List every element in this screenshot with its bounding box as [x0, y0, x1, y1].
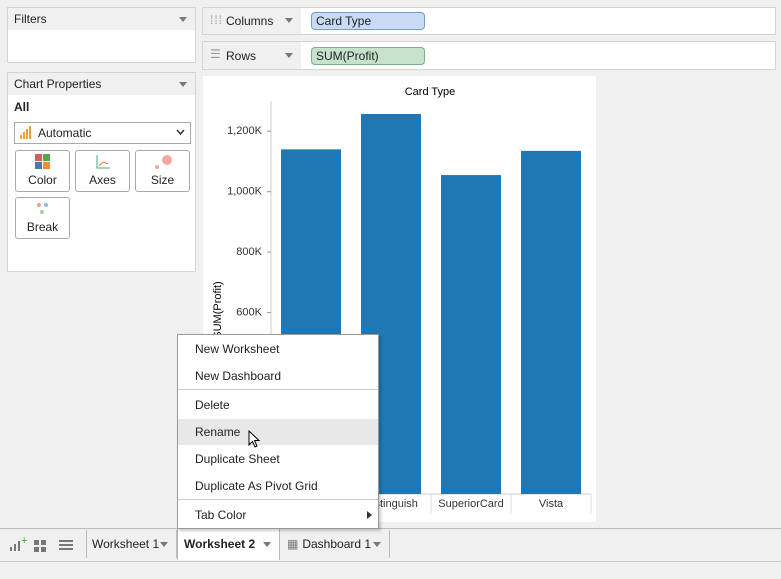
button-label: Axes	[89, 173, 116, 187]
chart-title: Card Type	[405, 86, 456, 98]
menu-separator	[178, 389, 378, 390]
bar	[441, 175, 501, 495]
button-label: Break	[26, 220, 59, 234]
shelf-header: ⁞⁞⁞ Columns	[203, 8, 301, 34]
shelf-header: ☰ Rows	[203, 42, 301, 69]
chart-properties-panel: Chart Properties All Automatic Color Axe…	[7, 72, 196, 272]
svg-text:+: +	[21, 537, 27, 547]
chevron	[176, 129, 185, 136]
columns-shelf: ⁞⁞⁞ Columns Card Type	[202, 7, 776, 35]
tab-label: Worksheet 2	[184, 537, 256, 551]
axes-button[interactable]: Axes	[75, 150, 130, 192]
tab[interactable]: Worksheet 1	[86, 530, 177, 558]
y-axis-label: SUM(Profit)	[212, 281, 224, 338]
mark-type-dropdown[interactable]: Automatic	[14, 122, 191, 144]
menu-item[interactable]: Duplicate Sheet	[195, 452, 280, 466]
y-tick-label: 600K	[236, 307, 262, 319]
y-tick-label: 800K	[236, 246, 262, 258]
x-tick-label: Vista	[539, 498, 564, 510]
scope: All	[14, 100, 30, 114]
tab-bar: +	[0, 528, 781, 561]
shelf-label: Rows	[226, 49, 257, 63]
menu-item[interactable]: Tab Color	[195, 508, 247, 522]
button-label: Color	[28, 173, 57, 187]
break-button[interactable]: Break	[15, 197, 70, 239]
mark-type: Automatic	[38, 126, 92, 140]
filters-title[interactable]: Filters	[8, 8, 195, 30]
filters-title-text: Filters	[14, 12, 47, 26]
tab-icons: +	[10, 537, 73, 552]
filters-panel: Filters	[7, 7, 196, 63]
bar	[521, 150, 581, 494]
color-button[interactable]: Color	[15, 150, 70, 192]
context-menu: New Worksheet New Dashboard Delete Rename Du…	[177, 334, 379, 529]
cursor	[248, 430, 261, 448]
mark-icon	[20, 126, 31, 139]
menu-item[interactable]: New Dashboard	[195, 369, 282, 383]
x-tick-label: SuperiorCard	[438, 498, 503, 510]
pill[interactable]: Card Type	[311, 12, 425, 30]
y-tick-label: 1,200K	[227, 125, 263, 137]
chart-properties-title[interactable]: Chart Properties	[8, 73, 195, 95]
tab-label: Worksheet 1	[92, 537, 160, 551]
menu-item[interactable]: Rename	[178, 419, 378, 445]
menu-separator	[178, 499, 378, 500]
pill[interactable]: SUM(Profit)	[311, 47, 425, 65]
tab-label: Dashboard 1	[302, 537, 372, 551]
y-tick-label: 1,000K	[227, 186, 263, 198]
status-bar	[0, 561, 781, 579]
shelf-label: Columns	[226, 14, 274, 28]
rows-shelf: ☰ Rows SUM(Profit)	[202, 41, 776, 70]
size-button[interactable]: Size	[135, 150, 190, 192]
menu-item[interactable]: New Worksheet	[195, 342, 280, 356]
menu-item[interactable]: Duplicate As Pivot Grid	[195, 479, 318, 493]
panel-title: Chart Properties	[14, 77, 102, 91]
tab-active[interactable]: Worksheet 2	[177, 528, 280, 560]
submenu-arrow	[367, 511, 372, 519]
menu-item[interactable]: Delete	[195, 398, 230, 412]
tab[interactable]: ▦ Dashboard 1	[282, 530, 390, 558]
button-label: Size	[150, 173, 175, 187]
